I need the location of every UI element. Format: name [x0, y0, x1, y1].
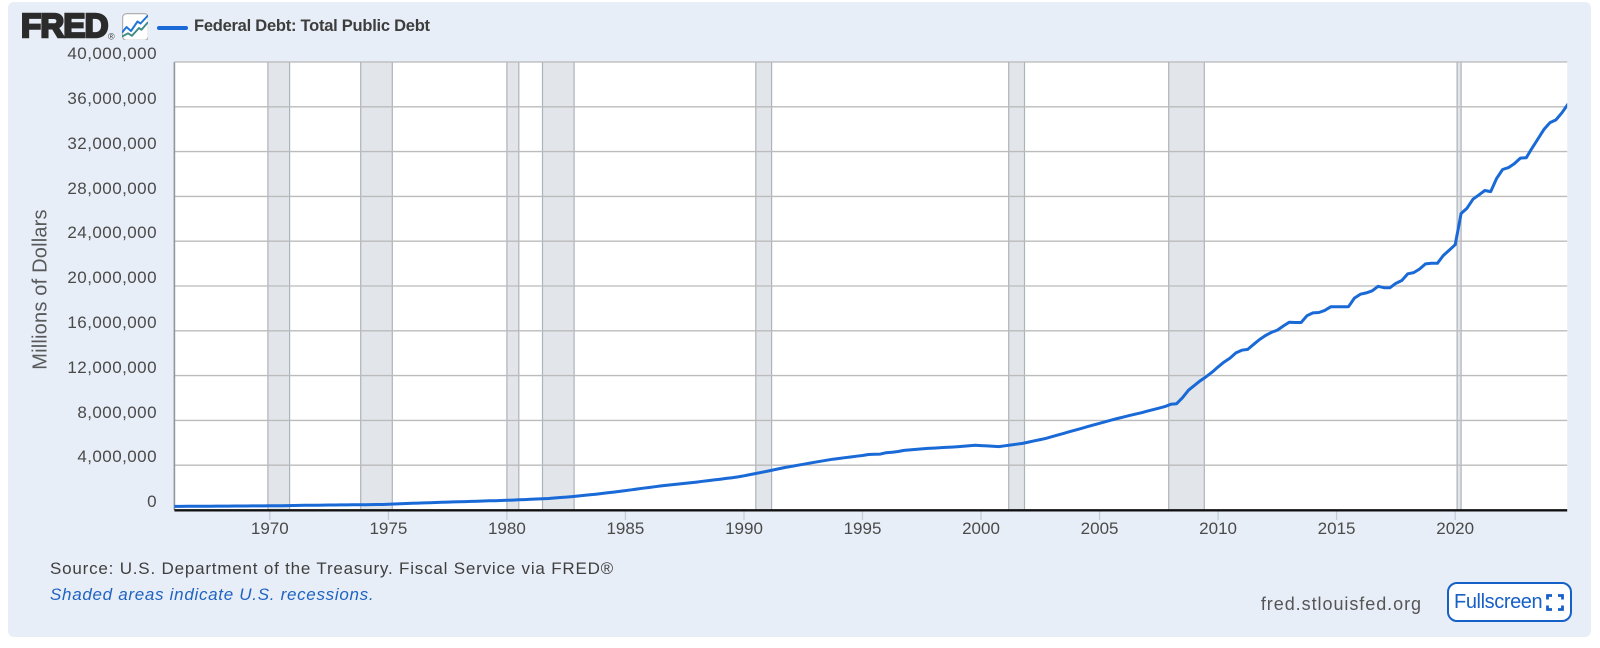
svg-text:FRED: FRED	[21, 8, 108, 44]
svg-text:®: ®	[108, 32, 115, 42]
